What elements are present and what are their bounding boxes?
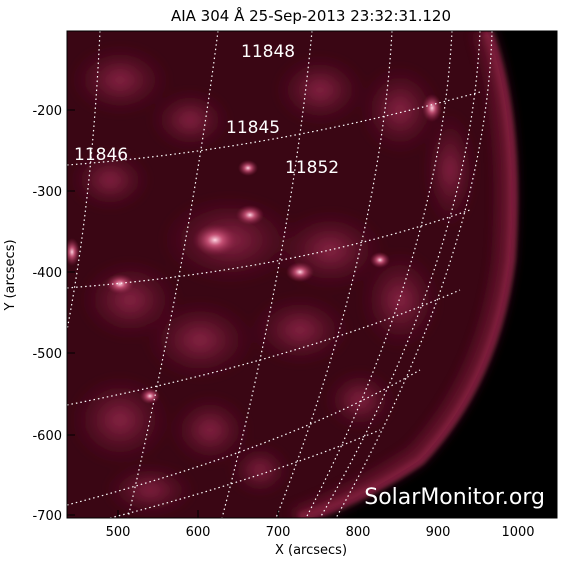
y-tick-label: -400 xyxy=(32,266,62,281)
active-region-brightenings xyxy=(67,94,442,404)
y-tick-label: -600 xyxy=(32,429,62,444)
x-tick-label: 600 xyxy=(186,525,211,540)
limb-glow xyxy=(292,31,516,518)
x-axis-label: X (arcsecs) xyxy=(275,543,347,558)
y-axis xyxy=(67,109,75,516)
y-axis-label: Y (arcsecs) xyxy=(3,239,18,311)
y-tick-label: -700 xyxy=(32,509,62,524)
solar-image: 11848 11845 11846 11852 SolarMonitor.org xyxy=(67,31,557,518)
active-region-label: 11848 xyxy=(241,42,295,62)
heliographic-grid xyxy=(67,31,493,518)
active-region-label: 11846 xyxy=(74,145,128,165)
active-region-label: 11845 xyxy=(226,118,280,138)
y-tick-label: -500 xyxy=(32,347,62,362)
x-axis xyxy=(117,510,519,518)
x-tick-label: 800 xyxy=(346,525,371,540)
chromosphere-texture xyxy=(70,45,475,515)
image-title: AIA 304 Å 25-Sep-2013 23:32:31.120 xyxy=(171,6,451,25)
y-tick-label: -300 xyxy=(32,185,62,200)
plot-frame xyxy=(66,30,558,519)
watermark: SolarMonitor.org xyxy=(364,485,545,510)
y-tick-label: -200 xyxy=(32,104,62,119)
x-tick-label: 900 xyxy=(426,525,451,540)
active-region-label: 11852 xyxy=(285,158,339,178)
x-tick-label: 1000 xyxy=(501,525,534,540)
x-tick-label: 500 xyxy=(106,525,131,540)
x-tick-label: 700 xyxy=(266,525,291,540)
